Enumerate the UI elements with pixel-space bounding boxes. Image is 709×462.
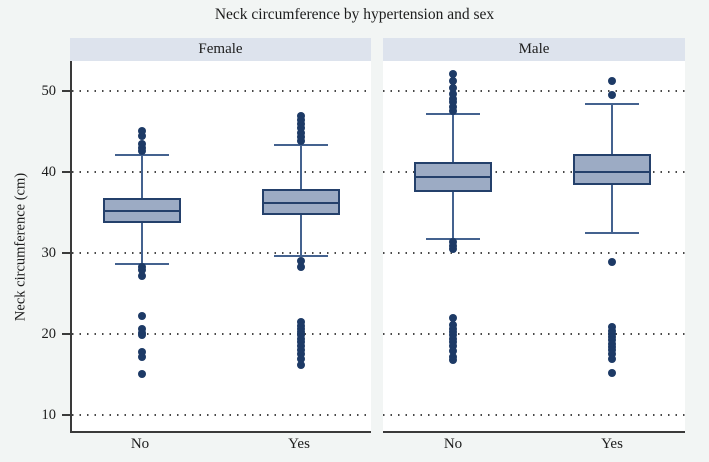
y-tick-mark <box>62 332 70 335</box>
upper-whisker-cap-female-no <box>115 153 169 156</box>
outlier-dot-male-no <box>449 346 457 355</box>
outlier-dot-female-yes <box>297 317 305 326</box>
outlier-dot-female-no <box>138 331 146 340</box>
outlier-dot-female-yes <box>297 346 305 355</box>
gridline-y30 <box>383 251 685 254</box>
outlier-dot-female-yes <box>297 360 305 369</box>
outlier-dot-female-yes <box>297 133 305 142</box>
gridline-y20 <box>383 332 685 335</box>
outlier-dot-male-no <box>449 320 457 329</box>
gridline-y20 <box>72 332 371 335</box>
outlier-dot-female-yes <box>297 256 305 265</box>
outlier-dot-male-yes <box>608 257 616 266</box>
y-tick-label: 10 <box>41 406 57 423</box>
outlier-dot-male-no <box>449 237 457 246</box>
outlier-dot-female-no <box>138 324 146 333</box>
outlier-dot-female-no <box>138 348 146 357</box>
upper-whisker-female-yes <box>300 145 302 189</box>
gridline-y50 <box>383 89 685 92</box>
y-tick-mark <box>62 413 70 416</box>
upper-whisker-male-no <box>452 113 454 163</box>
outlier-dot-male-yes <box>608 346 616 355</box>
gridline-y10 <box>383 413 685 416</box>
outlier-dot-female-yes <box>297 137 305 146</box>
gridline-y50 <box>72 89 371 92</box>
outlier-dot-male-no <box>449 95 457 104</box>
y-tick-label: 40 <box>41 163 57 180</box>
lower-whisker-cap-male-yes <box>585 232 639 235</box>
x-category-label-female-no: No <box>130 436 150 452</box>
outlier-dot-female-no <box>138 126 146 135</box>
outlier-dot-female-yes <box>297 341 305 350</box>
median-female-yes <box>264 201 338 204</box>
outlier-dot-male-no <box>449 90 457 99</box>
outlier-dot-female-no <box>138 353 146 362</box>
panel-header-female: Female <box>70 38 371 61</box>
outlier-dot-female-yes <box>297 350 305 359</box>
x-category-label-male-yes: Yes <box>601 436 623 452</box>
lower-whisker-cap-female-yes <box>274 255 328 258</box>
plot-area-male <box>383 61 685 433</box>
gridline-y40 <box>72 170 371 173</box>
outlier-dot-female-yes <box>297 112 305 121</box>
outlier-dot-male-yes <box>608 350 616 359</box>
outlier-dot-male-no <box>449 69 457 78</box>
outlier-dot-male-no <box>449 314 457 323</box>
x-category-label-female-yes: Yes <box>288 436 310 452</box>
lower-whisker-male-yes <box>611 184 613 234</box>
outlier-dot-female-no <box>138 369 146 378</box>
lower-whisker-male-no <box>452 192 454 240</box>
outlier-dot-female-yes <box>297 124 305 133</box>
outlier-dot-male-yes <box>608 77 616 86</box>
lower-whisker-female-no <box>141 222 143 265</box>
y-tick-mark <box>62 251 70 254</box>
y-tick-label: 20 <box>41 325 57 342</box>
upper-whisker-male-yes <box>611 103 613 155</box>
outlier-dot-female-no <box>138 265 146 274</box>
y-tick-mark <box>62 170 70 173</box>
outlier-dot-male-no <box>449 107 457 116</box>
upper-whisker-female-no <box>141 154 143 198</box>
outlier-dot-male-yes <box>608 368 616 377</box>
lower-whisker-female-yes <box>300 214 302 257</box>
chart-title: Neck circumference by hypertension and s… <box>214 6 495 23</box>
gridline-y40 <box>383 170 685 173</box>
upper-whisker-cap-female-yes <box>274 144 328 147</box>
panel-header-male: Male <box>383 38 685 61</box>
outlier-dot-male-no <box>449 103 457 112</box>
gridline-y10 <box>72 413 371 416</box>
median-male-no <box>416 175 490 178</box>
outlier-dot-female-yes <box>297 116 305 125</box>
outlier-dot-female-no <box>138 139 146 148</box>
outlier-dot-female-no <box>138 271 146 280</box>
outlier-dot-female-no <box>138 312 146 321</box>
outlier-dot-male-no <box>449 341 457 350</box>
outlier-dot-female-yes <box>297 354 305 363</box>
plot-area-female <box>70 61 371 433</box>
upper-whisker-cap-male-yes <box>585 102 639 105</box>
outlier-dot-male-no <box>449 355 457 364</box>
outlier-dot-female-yes <box>297 262 305 271</box>
outlier-dot-male-no <box>449 244 457 253</box>
y-tick-label: 30 <box>41 244 57 261</box>
median-male-yes <box>575 170 649 173</box>
outlier-dot-female-no <box>138 143 146 152</box>
outlier-dot-female-yes <box>297 120 305 129</box>
outlier-dot-female-yes <box>297 337 305 346</box>
gridline-y30 <box>72 251 371 254</box>
y-tick-label: 50 <box>41 82 57 99</box>
outlier-dot-female-no <box>138 132 146 141</box>
outlier-dot-female-yes <box>297 129 305 138</box>
y-tick-mark <box>62 89 70 92</box>
median-female-no <box>105 209 179 212</box>
outlier-dot-male-yes <box>608 91 616 99</box>
x-category-label-male-no: No <box>443 436 463 452</box>
box-male-yes <box>573 154 651 185</box>
outlier-dot-male-no <box>449 337 457 346</box>
outlier-dot-male-no <box>449 77 457 86</box>
outlier-dot-male-yes <box>608 354 616 363</box>
outlier-dot-male-no <box>449 83 457 92</box>
